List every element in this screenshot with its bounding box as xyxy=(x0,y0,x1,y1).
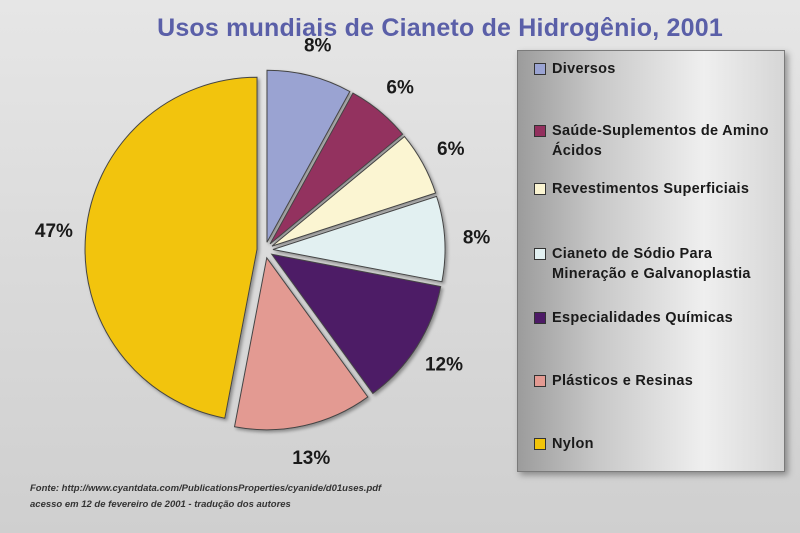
legend-item-diversos: Diversos xyxy=(534,59,782,79)
pie-slice-especialidades-quimicas xyxy=(270,253,442,395)
legend-label: Revestimentos Superficiais xyxy=(552,181,750,197)
source-note: Fonte: http://www.cyantdata.com/Publicat… xyxy=(30,481,590,513)
legend-item-especialidades-quimicas: Especialidades Químicas xyxy=(534,308,782,328)
pie-slice-plasticos-e-resinas xyxy=(233,256,369,431)
legend-item-plasticos-e-resinas: Plásticos e Resinas xyxy=(534,371,782,391)
legend: Diversos Saúde-Suplementos de Amino Ácido… xyxy=(517,50,785,472)
pie-slice-diversos xyxy=(266,69,351,243)
pie-slice-saude-suplementos-de-amino-acidos xyxy=(269,92,404,245)
legend-label: Diversos xyxy=(552,61,616,77)
legend-swatch xyxy=(534,248,546,260)
pie-label-diversos: 8% xyxy=(304,36,332,57)
pie-slice-revestimentos-superficiais xyxy=(271,135,437,247)
legend-swatch xyxy=(534,312,546,324)
legend-swatch xyxy=(534,63,546,75)
legend-swatch xyxy=(534,125,546,137)
pie-label-plasticos-e-resinas: 13% xyxy=(292,448,330,469)
legend-label: Nylon xyxy=(552,436,594,452)
legend-label: Plásticos e Resinas xyxy=(552,373,694,389)
legend-label: Cianeto de Sódio Para Mineração e Galvan… xyxy=(552,246,751,282)
pie-label-especialidades-quimicas: 12% xyxy=(425,355,463,376)
pie-slices xyxy=(84,69,446,431)
source-line-1: Fonte: http://www.cyantdata.com/Publicat… xyxy=(30,483,382,494)
legend-swatch xyxy=(534,183,546,195)
legend-item-nylon: Nylon xyxy=(534,434,782,454)
source-line-2: acesso em 12 de fevereiro de 2001 - trad… xyxy=(30,499,291,510)
legend-item-cianeto-de-sodio-para-mineracao-e-galvanoplastia: Cianeto de Sódio Para Mineração e Galvan… xyxy=(534,244,782,284)
pie-slice-nylon xyxy=(84,76,258,419)
pie-slice-cianeto-de-sodio-para-mineracao-e-galvanoplastia xyxy=(272,195,446,283)
legend-label: Saúde-Suplementos de Amino Ácidos xyxy=(552,123,769,159)
legend-label: Especialidades Químicas xyxy=(552,310,733,326)
pie-labels: 8% 6% 6% 8% 12% 13% 47% xyxy=(35,36,490,469)
chart-title: Usos mundiais de Cianeto de Hidrogênio, … xyxy=(157,14,723,42)
legend-item-saude-suplementos-de-amino-acidos: Saúde-Suplementos de Amino Ácidos xyxy=(534,121,782,161)
pie-label-saude-suplementos-de-amino-acidos: 6% xyxy=(386,78,414,99)
pie-label-nylon: 47% xyxy=(35,221,73,242)
legend-item-revestimentos-superficiais: Revestimentos Superficiais xyxy=(534,179,782,199)
legend-swatch xyxy=(534,438,546,450)
pie-label-revestimentos-superficiais: 6% xyxy=(437,139,465,160)
legend-swatch xyxy=(534,375,546,387)
pie-label-cianeto-de-sodio-para-mineracao-e-galvanoplastia: 8% xyxy=(463,228,491,249)
